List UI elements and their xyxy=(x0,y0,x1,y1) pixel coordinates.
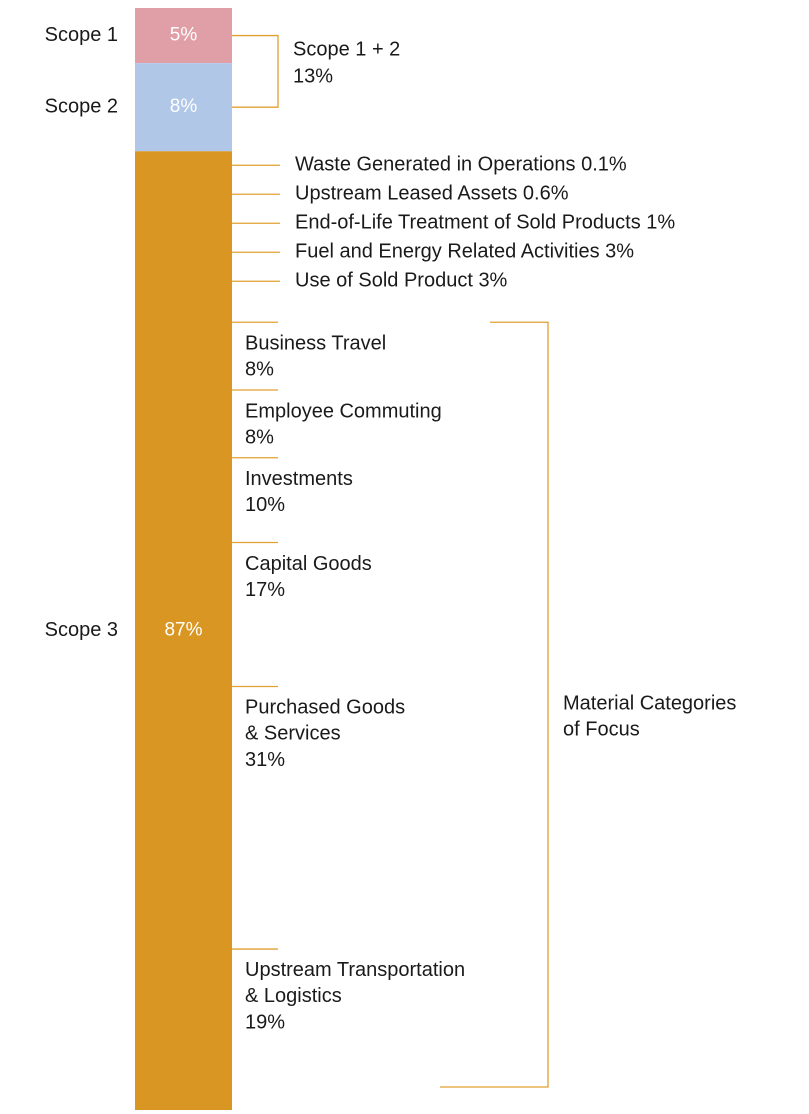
segment-label: 5% xyxy=(170,25,198,46)
category-value: 17% xyxy=(245,579,285,601)
category-label: Waste Generated in Operations 0.1% xyxy=(295,154,627,176)
legend-label: Scope 2 xyxy=(45,95,118,117)
category-label: Capital Goods xyxy=(245,553,372,575)
category-label: End-of-Life Treatment of Sold Products 1… xyxy=(295,212,675,234)
category-name: Use of Sold Product xyxy=(295,270,473,292)
category-value: 19% xyxy=(245,1011,285,1033)
category-label: Fuel and Energy Related Activities 3% xyxy=(295,241,634,263)
category-value: 1% xyxy=(646,212,675,234)
category-value: 8% xyxy=(245,359,274,381)
focus-label: Material Categories of Focus xyxy=(563,693,736,741)
category-value: 8% xyxy=(245,426,274,448)
focus-bracket xyxy=(440,321,549,1088)
category-value: 10% xyxy=(245,494,285,516)
bracket xyxy=(232,34,279,108)
category-label: Use of Sold Product 3% xyxy=(295,270,508,292)
category-value: 0.6% xyxy=(523,183,569,205)
bar-segment xyxy=(135,63,232,152)
category-label: Purchased Goods & Services xyxy=(245,697,405,745)
category-name: Waste Generated in Operations xyxy=(295,154,576,176)
legend-label: Scope 3 xyxy=(45,619,118,641)
category-label: Upstream Leased Assets 0.6% xyxy=(295,183,569,205)
segment-label: 8% xyxy=(170,96,198,117)
category-value: 0.1% xyxy=(581,154,627,176)
category-name: Upstream Leased Assets xyxy=(295,183,517,205)
bar-segment xyxy=(135,151,232,1110)
category-value: 31% xyxy=(245,749,285,771)
category-label: Upstream Transportation & Logistics xyxy=(245,959,465,1007)
bar-segment xyxy=(135,8,232,64)
category-label: Business Travel xyxy=(245,333,386,355)
category-value: 3% xyxy=(478,270,507,292)
legend-label: Scope 1 xyxy=(45,24,118,46)
category-label: Employee Commuting xyxy=(245,400,442,422)
segment-label: 87% xyxy=(164,620,202,641)
bracket-label: Scope 1 + 2 xyxy=(293,38,400,60)
category-label: Investments xyxy=(245,468,353,490)
category-value: 3% xyxy=(605,241,634,263)
category-name: Fuel and Energy Related Activities xyxy=(295,241,600,263)
bracket-value: 13% xyxy=(293,65,333,87)
category-name: End-of-Life Treatment of Sold Products xyxy=(295,212,641,234)
